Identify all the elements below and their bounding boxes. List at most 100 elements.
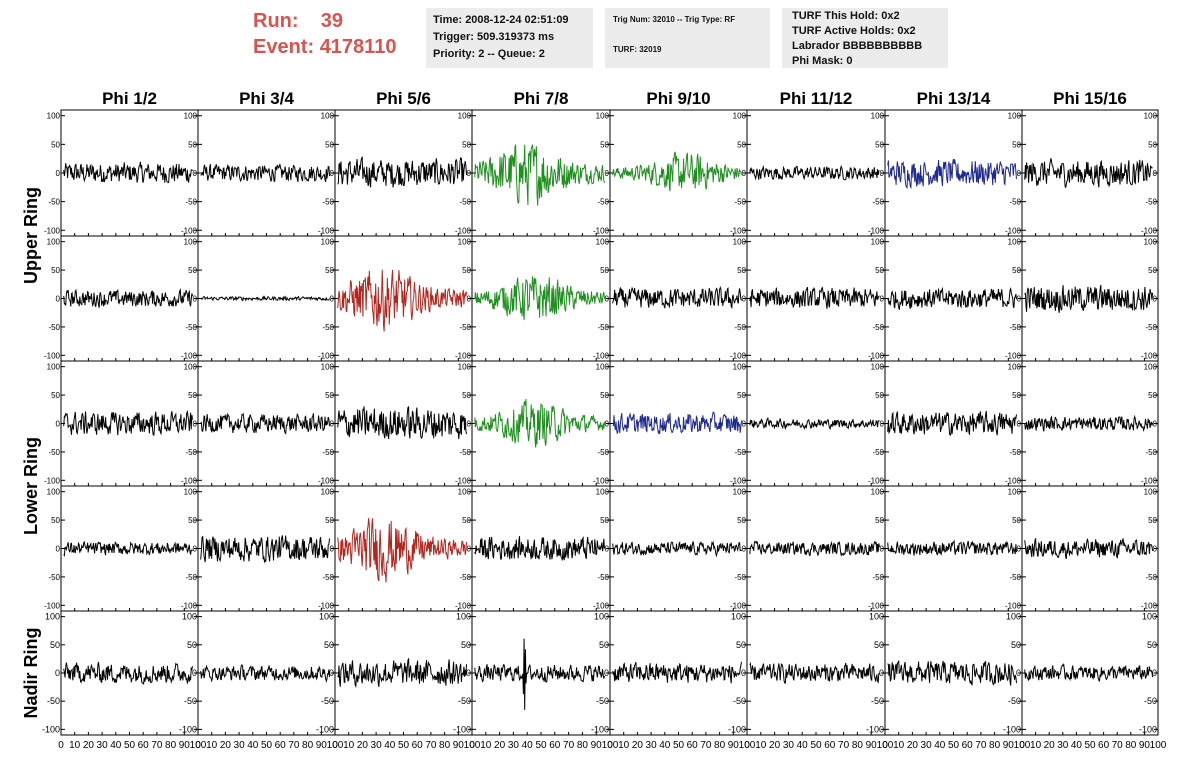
x-tick-label: 10 [1030,740,1042,751]
y-tick-label: -100 [593,351,610,360]
x-tick-label: 40 [934,740,946,751]
y-tick-label: 100 [1008,112,1022,121]
waveform-trace [200,412,330,435]
y-tick-label: -50 [597,323,609,332]
x-tick-label: 100 [602,740,619,751]
waveform-trace [612,151,742,192]
y-tick-label: 100 [596,238,610,247]
turf-hold-line: TURF This Hold: 0x2 [792,10,900,22]
y-tick-label: -50 [322,198,334,207]
x-tick-label: 60 [687,740,699,751]
x-tick-label: 60 [824,740,836,751]
y-tick-label: -100 [1141,601,1158,610]
y-tick-label: 100 [733,238,747,247]
y-tick-label: 50 [1148,266,1157,275]
x-tick-label: 30 [371,740,383,751]
waveform-trace [63,540,193,558]
y-tick-label: 50 [599,640,609,650]
x-tick-label: 20 [632,740,644,751]
waveform-trace [474,398,605,448]
x-tick-label: 20 [494,740,506,751]
panel-frame [471,235,611,362]
y-tick-label: -100 [730,351,747,360]
y-tick-label: -50 [872,323,884,332]
y-tick-label: -50 [459,573,471,582]
x-tick-label: 90 [453,740,465,751]
priority-line: Priority: 2 -- Queue: 2 [433,48,545,60]
y-tick-label: 50 [1012,391,1021,400]
waveform-trace [612,661,742,684]
x-tick-label: 10 [343,740,355,751]
y-tick-label: -100 [1003,724,1021,734]
y-tick-label: -50 [1145,573,1157,582]
run-value: 39 [320,10,344,32]
y-tick-label: 100 [1006,612,1021,622]
x-tick-label: 60 [962,740,974,751]
ring-label: Nadir Ring [21,627,41,718]
x-tick-label: 20 [907,740,919,751]
y-tick-label: 50 [325,140,334,149]
x-tick-label: 10 [480,740,492,751]
x-tick-label: 0 [1019,740,1025,751]
x-tick-label: 70 [288,740,300,751]
x-tick-label: 80 [1125,740,1137,751]
waveform-trace [1024,284,1154,313]
y-tick-label: 50 [875,266,884,275]
y-tick-label: 50 [50,640,60,650]
event-value: 4178110 [319,36,397,58]
y-tick-label: -100 [1141,226,1158,235]
y-tick-label: 50 [1148,391,1157,400]
waveform-trace [749,164,880,181]
y-tick-label: -50 [734,323,746,332]
y-tick-label: -100 [455,226,472,235]
y-tick-label: -50 [321,696,334,706]
y-tick-label: 50 [600,516,609,525]
y-tick-label: -50 [47,696,60,706]
waveform-trace [1024,158,1153,188]
y-tick-label: 0 [56,420,61,429]
y-tick-label: 0 [879,668,884,678]
y-tick-label: -50 [1144,696,1157,706]
x-tick-label: 90 [728,740,740,751]
y-tick-label: 0 [330,545,335,554]
waveform-trace [887,410,1017,437]
turf-hold-info-box: TURF This Hold: 0x2 TURF Active Holds: 0… [782,8,948,68]
waveform-trace [749,540,880,558]
y-tick-label: -100 [455,476,472,485]
waveform-trace [63,409,193,436]
y-tick-label: 0 [604,668,609,678]
y-tick-label: 50 [1012,516,1021,525]
y-tick-label: 100 [458,363,472,372]
y-tick-label: -50 [48,448,60,457]
y-tick-label: -100 [868,476,885,485]
y-tick-label: -50 [1008,696,1021,706]
y-tick-label: 100 [47,363,61,372]
y-tick-label: 50 [462,516,471,525]
y-tick-label: -50 [734,198,746,207]
waveform-trace [337,155,467,188]
trig-num-info-box: Trig Num: 32010 -- Trig Type: RF TURF: 3… [605,8,770,68]
y-tick-label: 0 [605,295,610,304]
y-tick-label: 100 [596,488,610,497]
y-tick-label: 0 [55,668,60,678]
y-tick-label: 100 [1008,488,1022,497]
y-tick-label: 100 [321,112,335,121]
y-tick-label: 0 [742,420,747,429]
y-tick-label: 100 [733,363,747,372]
y-tick-label: -100 [591,724,609,734]
y-tick-label: 100 [321,238,335,247]
y-tick-label: 0 [56,169,61,178]
y-tick-label: -100 [1005,601,1022,610]
x-tick-label: 80 [852,740,864,751]
trig-num-line: Trig Num: 32010 -- Trig Type: RF [613,15,736,24]
x-tick-label: 100 [739,740,756,751]
y-tick-label: 50 [462,140,471,149]
x-tick-label: 100 [877,740,894,751]
x-tick-label: 0 [607,740,613,751]
y-tick-label: 0 [330,169,335,178]
waveform-trace [337,269,467,332]
y-tick-label: 0 [1153,420,1158,429]
y-tick-label: -50 [1009,198,1021,207]
x-tick-label: 70 [151,740,163,751]
y-tick-label: 100 [458,488,472,497]
